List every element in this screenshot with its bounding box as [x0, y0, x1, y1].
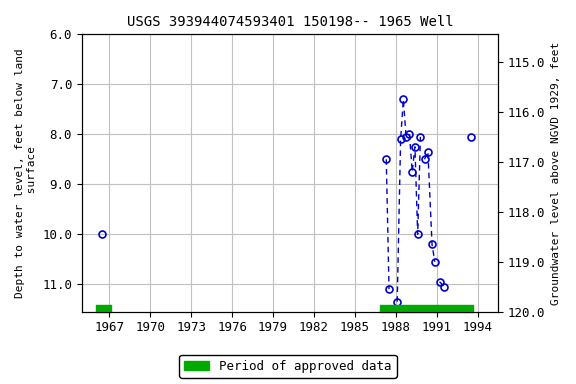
Y-axis label: Depth to water level, feet below land
 surface: Depth to water level, feet below land su… — [15, 48, 37, 298]
Legend: Period of approved data: Period of approved data — [179, 355, 397, 378]
Y-axis label: Groundwater level above NGVD 1929, feet: Groundwater level above NGVD 1929, feet — [551, 41, 561, 305]
Title: USGS 393944074593401 150198-- 1965 Well: USGS 393944074593401 150198-- 1965 Well — [127, 15, 453, 29]
